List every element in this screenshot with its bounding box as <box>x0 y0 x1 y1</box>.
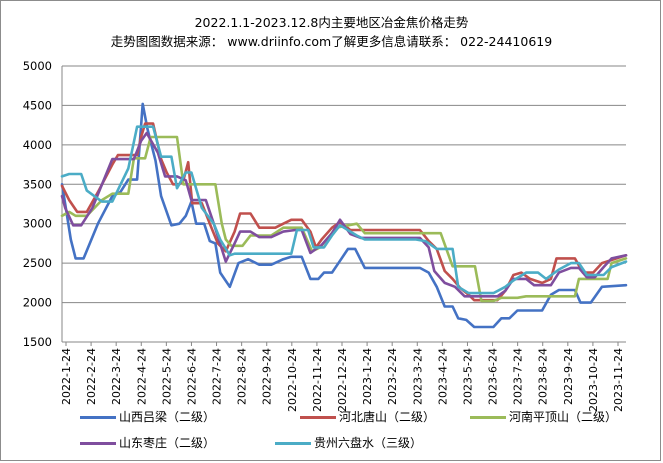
legend-swatch <box>275 442 311 445</box>
y-tick-label: 5000 <box>23 59 52 73</box>
x-tick-label: 2023-3-24 <box>411 348 424 405</box>
x-axis: 2022-1-24 2022-2-24 2022-3-24 2022-4-24 2022… <box>60 341 626 412</box>
y-tick-label: 3000 <box>23 217 52 231</box>
x-tick-label: 2022-11-24 <box>311 348 324 412</box>
x-tick-label: 2022-12-24 <box>336 348 349 412</box>
legend-label: 山西吕梁（二级） <box>119 410 216 424</box>
x-tick-label: 2023-11-24 <box>612 348 625 412</box>
legend-swatch <box>470 416 506 419</box>
x-tick-label: 2022-4-24 <box>135 348 148 405</box>
y-axis: 1500 2000 2500 3000 3500 4000 4500 5000 <box>23 59 63 349</box>
y-tick-label: 2500 <box>23 256 52 270</box>
y-tick-label: 3500 <box>23 177 52 191</box>
legend-item: 贵州六盘水（三级） <box>275 436 422 450</box>
x-tick-label: 2023-7-24 <box>512 348 525 405</box>
x-tick-label: 2023-1-24 <box>361 348 374 405</box>
x-tick-label: 2023-5-24 <box>461 348 474 405</box>
x-tick-label: 2022-5-24 <box>160 348 173 405</box>
series-line <box>60 102 628 329</box>
legend-item: 山东枣庄（二级） <box>80 436 215 450</box>
gridlines <box>62 65 626 343</box>
legend-item: 河南平顶山（二级） <box>470 410 617 424</box>
x-tick-label: 2022-6-24 <box>185 348 198 405</box>
x-tick-label: 2022-10-24 <box>286 348 299 412</box>
chart-subtitle: 走势图图数据来源： www.driinfo.com了解更多信息请联系： 022-… <box>110 34 553 49</box>
y-tick-label: 4500 <box>23 98 52 112</box>
y-tick-label: 4000 <box>23 138 52 152</box>
series-line <box>60 135 628 303</box>
x-tick-label: 2022-9-24 <box>261 348 274 405</box>
legend-swatch <box>80 442 116 445</box>
x-tick-label: 2023-2-24 <box>386 348 399 405</box>
series-line <box>60 125 628 295</box>
legend-label: 河北唐山（二级） <box>339 410 436 424</box>
x-tick-label: 2023-8-24 <box>537 348 550 405</box>
x-tick-label: 2023-6-24 <box>487 348 500 405</box>
series-line <box>60 122 628 302</box>
y-tick-label: 2000 <box>23 296 52 310</box>
legend-label: 山东枣庄（二级） <box>119 436 216 450</box>
chart-title: 2022.1.1-2023.12.8内主要地区冶金焦价格走势 <box>194 15 469 30</box>
legend-label: 河南平顶山（二级） <box>509 410 618 424</box>
legend-item: 河北唐山（二级） <box>300 410 435 424</box>
series-line <box>60 131 628 298</box>
legend-label: 贵州六盘水（三级） <box>314 436 423 450</box>
x-tick-label: 2022-1-24 <box>60 348 73 405</box>
x-tick-label: 2023-4-24 <box>436 348 449 405</box>
legend-swatch <box>300 416 336 419</box>
y-tick-label: 1500 <box>23 335 52 349</box>
series-lines <box>60 102 628 329</box>
x-tick-label: 2023-10-24 <box>587 348 600 412</box>
x-tick-label: 2023-9-24 <box>562 348 575 405</box>
x-tick-label: 2022-3-24 <box>110 348 123 405</box>
x-tick-label: 2022-2-24 <box>85 348 98 405</box>
x-tick-label: 2022-8-24 <box>236 348 249 405</box>
legend-item: 山西吕梁（二级） <box>80 410 215 424</box>
legend-swatch <box>80 416 116 419</box>
x-tick-label: 2022-7-24 <box>211 348 224 405</box>
